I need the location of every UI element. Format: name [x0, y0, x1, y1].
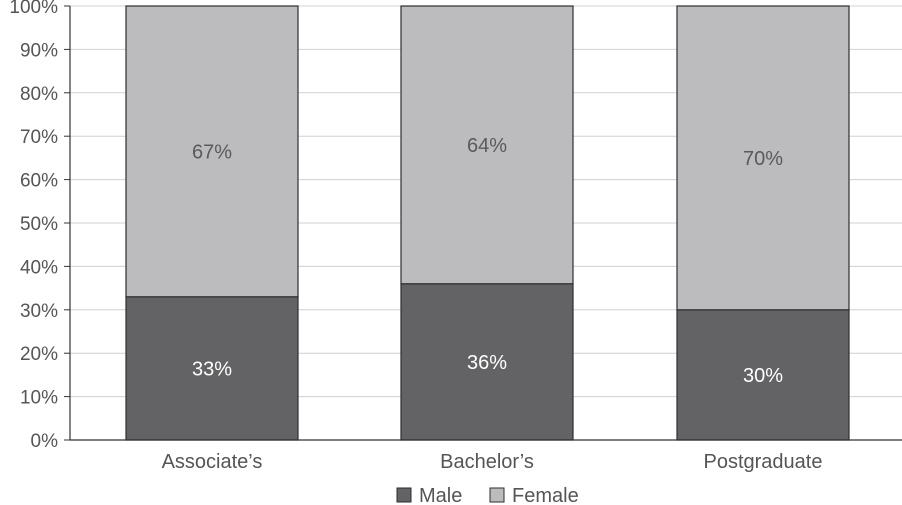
y-tick-label: 20% [20, 344, 58, 365]
x-axis: Associate’s Bachelor’s Postgraduate [70, 439, 902, 473]
y-axis: 0% 10% 20% 30% 40% 50% 60% 70% 80% 90% 100% [9, 0, 71, 452]
bar-segment-male [400, 283, 574, 441]
x-tick-label: Bachelor’s [440, 451, 534, 473]
data-labels: 33% 67% 36% 64% 30% 70% [192, 135, 783, 387]
data-label-male: 30% [743, 365, 783, 387]
y-tick-label: 30% [20, 301, 58, 322]
y-tick-label: 40% [20, 257, 58, 278]
y-tick-label: 100% [9, 0, 58, 18]
y-tick-label: 60% [20, 171, 58, 192]
bars [125, 5, 850, 441]
y-tick-label: 70% [20, 127, 58, 148]
y-tick-label: 0% [31, 431, 59, 452]
y-tick-label: 10% [20, 388, 58, 409]
y-tick-label: 80% [20, 84, 58, 105]
y-tick-label: 90% [20, 40, 58, 61]
x-tick-label: Postgraduate [704, 451, 823, 473]
data-label-female: 67% [192, 141, 232, 163]
legend-swatch-male [396, 487, 412, 503]
data-label-female: 70% [743, 148, 783, 170]
bar-segment-female [676, 5, 850, 311]
bar-segment-female [400, 5, 574, 285]
y-tick-label: 50% [20, 214, 58, 235]
bar-segment-male [676, 309, 850, 441]
x-tick-label: Associate’s [162, 451, 263, 473]
legend-swatch-female [489, 487, 505, 503]
data-label-female: 64% [467, 135, 507, 157]
bar-segment-female [125, 5, 299, 298]
legend: Male Female [396, 485, 579, 505]
legend-label-male: Male [419, 485, 462, 505]
data-label-male: 33% [192, 358, 232, 380]
data-label-male: 36% [467, 352, 507, 374]
legend-label-female: Female [512, 485, 579, 505]
